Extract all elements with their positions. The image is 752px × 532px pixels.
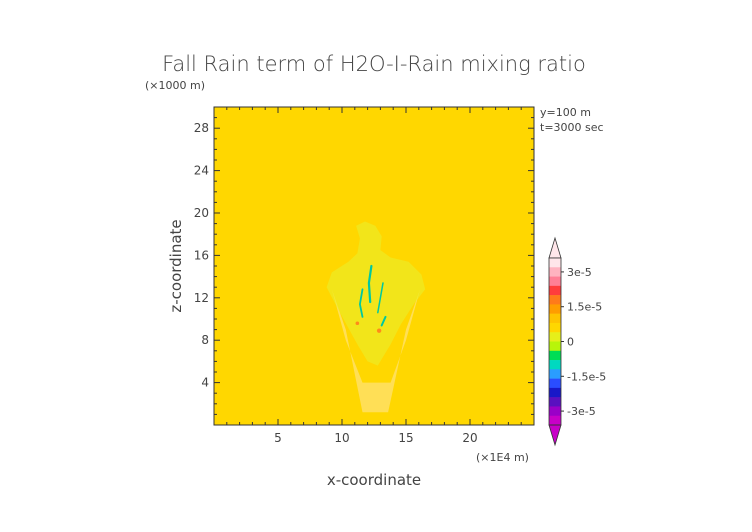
colorbar-tick-label-1: 1.5e-5 bbox=[567, 301, 602, 314]
y-tick-label-6: 28 bbox=[194, 121, 209, 135]
x-tick-label-1: 10 bbox=[334, 431, 349, 445]
x-tick-label-2: 15 bbox=[398, 431, 413, 445]
colorbar-segment-5 bbox=[549, 304, 561, 314]
colorbar-top-arrow bbox=[548, 236, 562, 259]
heatmap-features bbox=[326, 221, 426, 413]
x-axis-label: x-coordinate bbox=[327, 471, 421, 489]
colorbar-segment-15 bbox=[549, 397, 561, 407]
x-unit-label: (×1E4 m) bbox=[476, 451, 529, 464]
colorbar-segment-12 bbox=[549, 369, 561, 379]
x-tick-label-3: 20 bbox=[462, 431, 477, 445]
colorbar-segment-6 bbox=[549, 313, 561, 324]
annotation-y: y=100 m bbox=[540, 106, 591, 119]
colorbar-segment-16 bbox=[549, 406, 561, 417]
axis-ticks: 5 10 15 20 4 8 12 16 20 24 28 bbox=[194, 107, 534, 445]
colorbar-segment-8 bbox=[549, 332, 561, 342]
y-tick-label-4: 20 bbox=[194, 206, 209, 220]
colorbar-segment-9 bbox=[549, 341, 561, 352]
colorbar-segment-3 bbox=[549, 285, 561, 296]
colorbar-segment-14 bbox=[549, 387, 561, 398]
y-tick-label-0: 4 bbox=[201, 376, 209, 390]
colorbar-segment-1 bbox=[549, 267, 561, 277]
colorbar-segment-10 bbox=[549, 350, 561, 361]
colorbar-segment-17 bbox=[549, 415, 561, 426]
spot-1 bbox=[376, 328, 382, 333]
y-tick-label-2: 12 bbox=[194, 291, 209, 305]
colorbar-segment-7 bbox=[549, 322, 561, 333]
colorbar-segment-11 bbox=[549, 360, 561, 370]
colorbar-tick-label-3: -1.5e-5 bbox=[567, 370, 606, 383]
colorbar: 3e-5 1.5e-5 0 -1.5e-5 -3e-5 bbox=[548, 236, 606, 447]
streak-2 bbox=[358, 288, 364, 318]
streak-1 bbox=[367, 264, 373, 304]
colorbar-segment-0 bbox=[549, 258, 561, 268]
colorbar-segment-2 bbox=[549, 276, 561, 287]
colorbar-tick-label-4: -3e-5 bbox=[567, 405, 596, 418]
y-tick-label-1: 8 bbox=[201, 333, 209, 347]
streak-4 bbox=[380, 315, 387, 327]
chart-title: Fall Rain term of H2O-I-Rain mixing rati… bbox=[162, 52, 586, 76]
halo-region bbox=[331, 289, 421, 413]
colorbar-segment-13 bbox=[549, 378, 561, 389]
annotation-t: t=3000 sec bbox=[540, 121, 604, 134]
colorbar-tick-label-0: 3e-5 bbox=[567, 266, 592, 279]
colorbar-bottom-arrow bbox=[548, 424, 562, 447]
y-tick-label-5: 24 bbox=[194, 164, 209, 178]
streak-3 bbox=[377, 282, 384, 314]
colorbar-segment-4 bbox=[549, 295, 561, 305]
plot-area bbox=[213, 106, 535, 426]
colorbar-tick-label-2: 0 bbox=[567, 336, 574, 349]
y-tick-label-3: 16 bbox=[194, 248, 209, 262]
x-tick-label-0: 5 bbox=[274, 431, 282, 445]
spot-2 bbox=[355, 321, 360, 326]
y-axis-label: z-coordinate bbox=[167, 219, 185, 312]
plume-region bbox=[326, 221, 426, 366]
y-unit-label: (×1000 m) bbox=[145, 79, 205, 92]
